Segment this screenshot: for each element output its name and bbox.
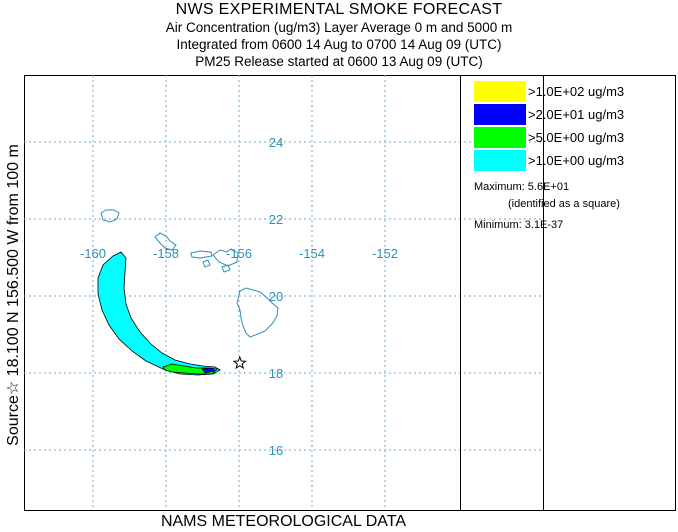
lon-tick-label: -154 — [299, 246, 325, 261]
chart-subtitle-release: PM25 Release started at 0600 13 Aug 09 (… — [195, 54, 483, 69]
legend-frame — [460, 75, 676, 511]
legend-swatch — [474, 104, 526, 125]
plume-level-4 — [97, 251, 221, 376]
meteorological-data-label: NAMS METEOROLOGICAL DATA — [160, 513, 407, 530]
source-star-icon — [232, 355, 247, 370]
island-molokai — [190, 250, 213, 259]
legend-label: >2.0E+01 ug/m3 — [528, 107, 624, 122]
chart-subtitle-concentration: Air Concentration (ug/m3) Layer Average … — [165, 20, 513, 35]
island-maui — [212, 248, 239, 267]
lon-tick-label: -158 — [153, 246, 179, 261]
minimum-value: Minimum: 3.1E-37 — [474, 219, 563, 231]
legend-label: >5.0E+00 ug/m3 — [528, 130, 624, 145]
maximum-note: (identified as a square) — [508, 198, 620, 210]
chart-title: NWS EXPERIMENTAL SMOKE FORECAST — [175, 1, 503, 18]
plume-level-2 — [201, 367, 216, 374]
lon-tick-label: -152 — [372, 246, 398, 261]
lat-tick-label: 24 — [269, 135, 283, 150]
legend-swatch — [474, 150, 526, 171]
island-lanai — [202, 259, 211, 268]
legend-label: >1.0E+02 ug/m3 — [528, 84, 624, 99]
legend-label: >1.0E+00 ug/m3 — [528, 153, 624, 168]
axis-tick-labels: -160 -158 -156 -154 -152 24 22 20 18 16 — [80, 135, 398, 458]
lat-tick-label: 20 — [269, 289, 283, 304]
lat-tick-label: 16 — [269, 443, 283, 458]
coastlines — [100, 209, 279, 338]
chart-subtitle-integration: Integrated from 0600 14 Aug to 0700 14 A… — [176, 37, 502, 52]
island-oahu — [154, 232, 177, 251]
map-frame — [24, 75, 544, 511]
lat-tick-label: 18 — [269, 366, 283, 381]
lon-tick-label: -160 — [80, 246, 106, 261]
lon-tick-label: -156 — [226, 246, 252, 261]
island-kauai — [100, 209, 120, 223]
legend: >1.0E+02 ug/m3 >2.0E+01 ug/m3 >5.0E+00 ug/… — [474, 81, 624, 171]
legend-swatch — [474, 127, 526, 148]
maximum-value: Maximum: 5.6E+01 — [474, 181, 569, 193]
smoke-plume — [97, 251, 221, 376]
legend-swatch — [474, 81, 526, 102]
island-kahoolawe — [221, 264, 231, 273]
lat-tick-label: 22 — [269, 212, 283, 227]
island-hawaii — [236, 287, 279, 338]
source-location-label: Source☆ 18.100 N 156.500 W from 100 m — [5, 144, 22, 446]
